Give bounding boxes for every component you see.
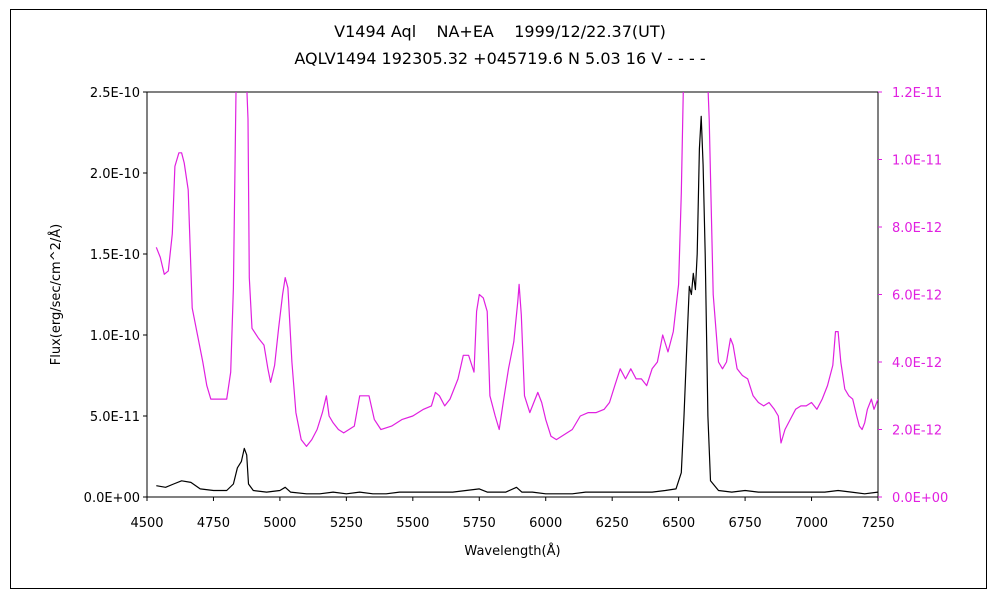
y2-tick-label: 4.0E-12 [892, 356, 942, 371]
chart-frame [10, 9, 987, 589]
x-tick-label: 7000 [795, 516, 828, 531]
y2-tick-label: 2.0E-12 [892, 424, 942, 439]
plot-area-border [146, 91, 879, 498]
x-tick-label: 5250 [330, 516, 363, 531]
y2-tick-label: 6.0E-12 [892, 289, 942, 304]
x-tick-label: 6000 [529, 516, 562, 531]
y-tick-label: 0.0E+00 [84, 491, 140, 506]
y-tick-label: 2.0E-10 [90, 167, 140, 182]
y2-tick-label: 1.0E-11 [892, 154, 942, 169]
y-tick-label: 1.0E-10 [90, 329, 140, 344]
x-tick-label: 6250 [596, 516, 629, 531]
x-tick-label: 6500 [662, 516, 695, 531]
x-axis-label: Wavelength(Å) [464, 543, 560, 559]
y2-tick-label: 1.2E-11 [892, 86, 942, 101]
y2-tick-label: 8.0E-12 [892, 221, 942, 236]
x-tick-label: 5750 [463, 516, 496, 531]
x-tick-label: 4750 [197, 516, 230, 531]
y2-tick-label: 0.0E+00 [892, 491, 948, 506]
y-axis-label: Flux(erg/sec/cm^2/Å) [48, 224, 64, 365]
chart-title: V1494 Aql NA+EA 1999/12/22.37(UT) [334, 22, 666, 41]
series-line-black [156, 115, 878, 495]
y-tick-label: 5.0E-11 [90, 410, 140, 425]
chart-subtitle: AQLV1494 192305.32 +045719.6 N 5.03 16 V… [294, 49, 706, 68]
x-tick-label: 7250 [861, 516, 894, 531]
y-tick-label: 2.5E-10 [90, 86, 140, 101]
x-tick-label: 5500 [396, 516, 429, 531]
x-tick-label: 4500 [130, 516, 163, 531]
x-tick-label: 5000 [263, 516, 296, 531]
series-line-magenta [155, 92, 878, 447]
y-tick-label: 1.5E-10 [90, 248, 140, 263]
x-tick-label: 6750 [729, 516, 762, 531]
